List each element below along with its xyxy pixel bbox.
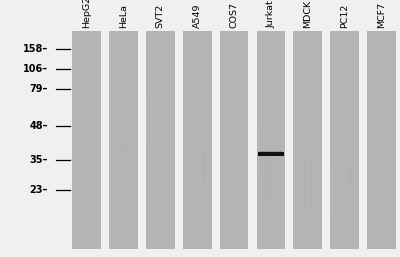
Bar xyxy=(183,31,212,249)
Text: PC12: PC12 xyxy=(340,4,349,28)
Text: Jurkat: Jurkat xyxy=(266,1,276,28)
Bar xyxy=(293,31,322,249)
Bar xyxy=(146,31,175,249)
Bar xyxy=(330,31,359,249)
Bar xyxy=(258,152,284,156)
Text: 158–: 158– xyxy=(23,44,48,54)
Text: MDCK: MDCK xyxy=(303,0,312,28)
Bar xyxy=(109,31,138,249)
Bar xyxy=(72,31,101,249)
Text: HeLa: HeLa xyxy=(119,4,128,28)
Text: MCF7: MCF7 xyxy=(377,2,386,28)
Bar xyxy=(259,151,282,152)
Text: SVT2: SVT2 xyxy=(156,4,165,28)
Text: 48–: 48– xyxy=(30,121,48,131)
Text: HepG2: HepG2 xyxy=(82,0,91,28)
Bar xyxy=(220,31,248,249)
Text: A549: A549 xyxy=(193,4,202,28)
Text: 23–: 23– xyxy=(30,185,48,195)
Text: COS7: COS7 xyxy=(230,2,238,28)
Bar xyxy=(256,31,285,249)
Text: 79–: 79– xyxy=(30,84,48,94)
Text: 35–: 35– xyxy=(30,155,48,165)
Text: 106–: 106– xyxy=(23,64,48,74)
Bar xyxy=(367,31,396,249)
